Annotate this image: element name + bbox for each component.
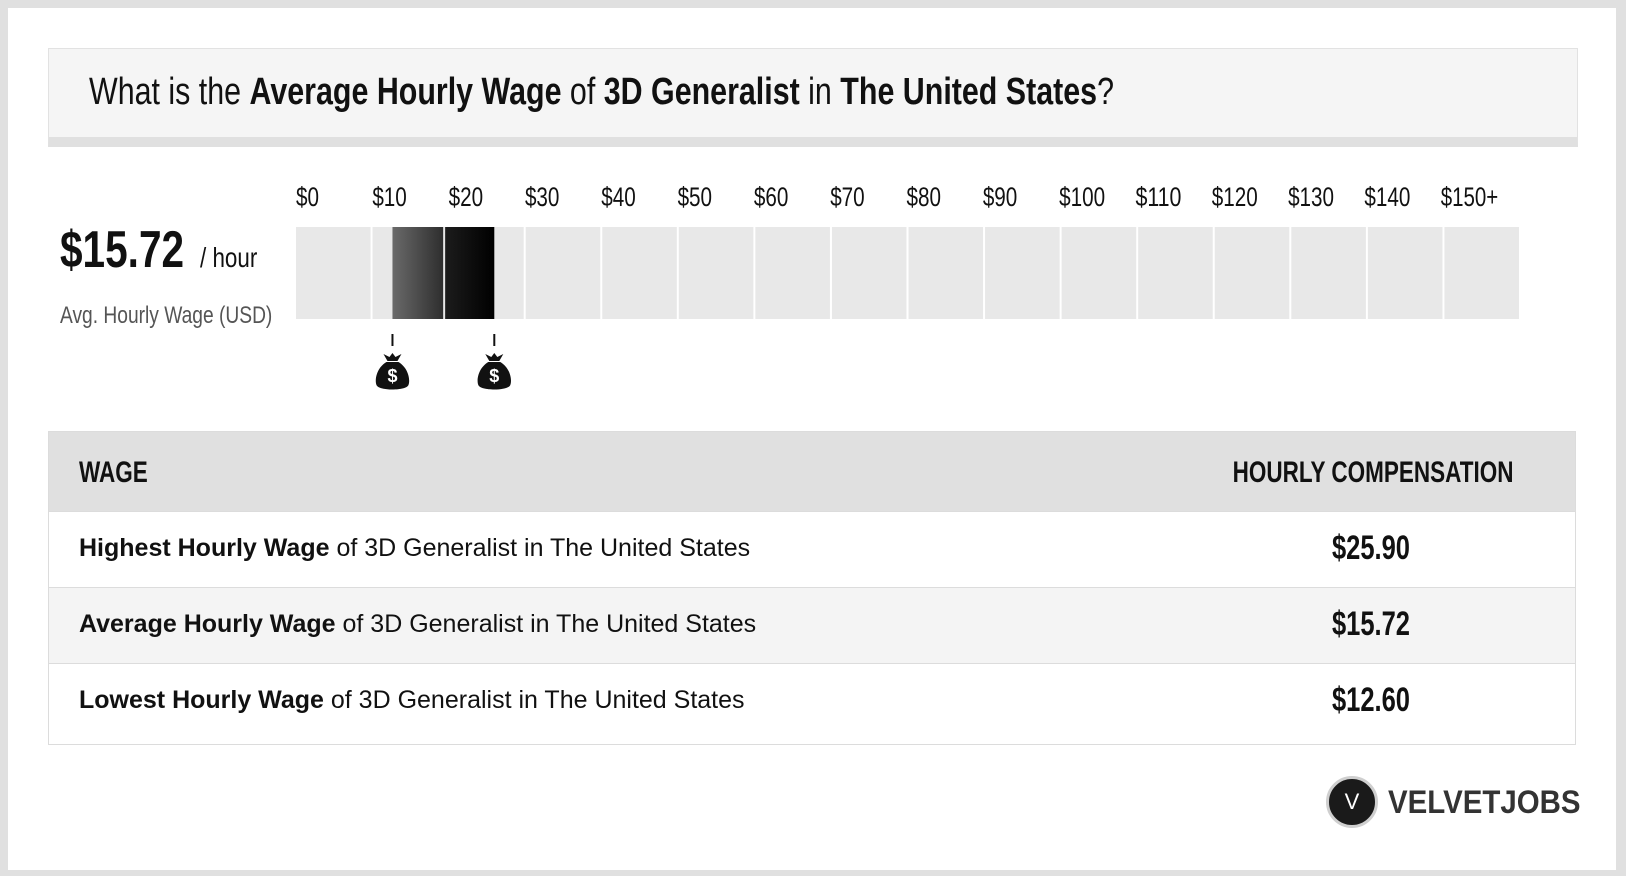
row-label-rest: of 3D Generalist in The United States: [329, 534, 751, 562]
money-bag-icon: $: [477, 353, 511, 390]
table-row-highest: Highest Hourly Wage of 3D Generalist in …: [49, 511, 1575, 587]
question-suffix: ?: [1097, 71, 1114, 113]
logo-wordmark: VELVETJOBS: [1388, 784, 1581, 820]
row-label: Lowest Hourly Wage of 3D Generalist in T…: [79, 686, 745, 715]
row-value-text: $15.72: [1332, 605, 1410, 643]
average-wage-value: $15.72: [60, 221, 185, 279]
money-bag-body: [477, 362, 511, 390]
question-job: 3D Generalist: [603, 71, 800, 113]
row-label-bold: Average Hourly Wage: [79, 610, 336, 638]
track-cell: [908, 227, 984, 319]
money-bag-neck: [383, 353, 402, 361]
wage-table: WAGE HOURLY COMPENSATION Highest Hourly …: [48, 431, 1576, 745]
table-header: WAGE HOURLY COMPENSATION: [49, 432, 1575, 511]
track-cell: [831, 227, 907, 319]
row-label-bold: Highest Hourly Wage: [79, 534, 330, 562]
row-value: $15.72: [1271, 605, 1471, 644]
row-label-rest: of 3D Generalist in The United States: [323, 686, 745, 714]
tick-label: $110: [1135, 182, 1181, 212]
tick-label: $140: [1364, 182, 1410, 212]
table-row-average: Average Hourly Wage of 3D Generalist in …: [49, 587, 1575, 663]
track-cell: [525, 227, 601, 319]
row-label: Average Hourly Wage of 3D Generalist in …: [79, 610, 756, 639]
row-label-bold: Lowest Hourly Wage: [79, 686, 324, 714]
tick-label: $130: [1288, 182, 1334, 212]
tick-label: $10: [372, 182, 407, 212]
question-title: What is the Average Hourly Wage of 3D Ge…: [89, 71, 1114, 114]
question-mid2: in: [799, 71, 841, 113]
tick-label: $50: [678, 182, 713, 212]
tick-label: $0: [296, 182, 319, 212]
tick-label: $120: [1212, 182, 1258, 212]
track-cell: [1367, 227, 1443, 319]
money-bag-neck: [485, 353, 504, 361]
track-cell: [755, 227, 830, 319]
money-bag-symbol: $: [387, 366, 397, 386]
question-metric: Average Hourly Wage: [249, 71, 562, 113]
question-banner: What is the Average Hourly Wage of 3D Ge…: [48, 48, 1578, 147]
row-value: $12.60: [1271, 681, 1471, 720]
tick-label: $90: [983, 182, 1018, 212]
track-cell: [602, 227, 677, 319]
table-row-lowest: Lowest Hourly Wage of 3D Generalist in T…: [49, 663, 1575, 739]
question-prefix: What is the: [89, 71, 250, 113]
row-value-text: $25.90: [1332, 529, 1410, 567]
row-label-rest: of 3D Generalist in The United States: [335, 610, 757, 638]
range-bar-low: [392, 227, 444, 319]
tick-label: $20: [449, 182, 484, 212]
logo-badge-icon: V: [1326, 776, 1378, 828]
row-value: $25.90: [1271, 529, 1471, 568]
question-location: The United States: [840, 71, 1098, 113]
money-bag-icon: $: [375, 353, 410, 390]
track-cell: [1444, 227, 1519, 319]
track-cell: [1138, 227, 1213, 319]
money-bag-symbol: $: [489, 366, 499, 386]
row-label: Highest Hourly Wage of 3D Generalist in …: [79, 534, 750, 563]
track-cell: [678, 227, 754, 319]
column-header-hourly-compensation: HOURLY COMPENSATION: [1232, 456, 1513, 489]
question-mid1: of: [561, 71, 604, 113]
tick-label: $100: [1059, 182, 1105, 212]
average-wage-block: $15.72 / hour: [60, 220, 257, 280]
tick-label: $40: [601, 182, 636, 212]
track-cell: [1214, 227, 1290, 319]
tick-label: $70: [830, 182, 865, 212]
average-wage-unit: / hour: [200, 242, 258, 273]
row-value-text: $12.60: [1332, 681, 1410, 719]
tick-label: $60: [754, 182, 789, 212]
track-cell: [1061, 227, 1137, 319]
track-cell: [985, 227, 1060, 319]
tick-label: $150+: [1441, 182, 1499, 212]
track-cell: [296, 227, 371, 319]
track-cell: [1291, 227, 1366, 319]
tick-label: $30: [525, 182, 560, 212]
tick-label: $80: [907, 182, 942, 212]
money-bag-body: [375, 362, 410, 390]
range-bar-high: [445, 227, 495, 319]
wage-range-chart: $0 $10 $20 $30 $40 $50 $60 $70 $80 $90 $100 $110 $12…: [296, 182, 1519, 390]
wage-card: What is the Average Hourly Wage of 3D Ge…: [8, 8, 1616, 870]
column-header-wage: WAGE: [79, 456, 148, 489]
average-wage-label: Avg. Hourly Wage (USD): [60, 302, 273, 329]
